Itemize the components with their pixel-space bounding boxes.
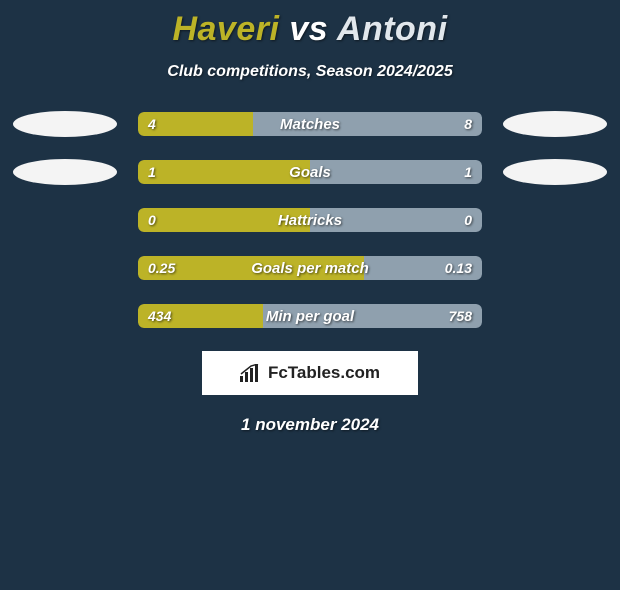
player2-badge-slot <box>500 111 610 137</box>
player2-badge <box>503 159 607 185</box>
player1-badge-slot <box>10 303 120 329</box>
stat-bar-right <box>253 112 482 136</box>
stat-row: 0.250.13Goals per match <box>0 255 620 281</box>
player1-badge <box>13 159 117 185</box>
vs-text: vs <box>289 10 328 48</box>
stat-bar-left <box>138 160 310 184</box>
player1-badge-slot <box>10 255 120 281</box>
player2-badge <box>503 111 607 137</box>
stats-container: 48Matches 11Goals 00Hattricks 0.250.13Goals… <box>0 111 620 329</box>
player1-badge-slot <box>10 207 120 233</box>
subtitle: Club competitions, Season 2024/2025 <box>0 63 620 81</box>
date-text: 1 november 2024 <box>0 415 620 435</box>
stat-bar: 0.250.13Goals per match <box>138 256 482 280</box>
stat-bar: 48Matches <box>138 112 482 136</box>
brand-chart-icon <box>240 364 262 382</box>
player2-badge-slot <box>500 303 610 329</box>
stat-bar-right <box>263 304 482 328</box>
brand-box: FcTables.com <box>202 351 418 395</box>
stat-bar: 00Hattricks <box>138 208 482 232</box>
stat-row: 434758Min per goal <box>0 303 620 329</box>
stat-bar-left <box>138 112 253 136</box>
player1-badge-slot <box>10 111 120 137</box>
stat-bar-left <box>138 304 263 328</box>
player1-badge-slot <box>10 159 120 185</box>
stat-bar-left <box>138 256 364 280</box>
stat-row: 00Hattricks <box>0 207 620 233</box>
stat-bar-left <box>138 208 310 232</box>
stat-bar: 11Goals <box>138 160 482 184</box>
stat-row: 11Goals <box>0 159 620 185</box>
stat-bar: 434758Min per goal <box>138 304 482 328</box>
brand-text: FcTables.com <box>268 363 380 383</box>
stat-bar-right <box>310 208 482 232</box>
stat-bar-right <box>364 256 482 280</box>
stat-row: 48Matches <box>0 111 620 137</box>
stat-bar-right <box>310 160 482 184</box>
player1-name: Haveri <box>172 10 279 48</box>
player2-badge-slot <box>500 207 610 233</box>
comparison-title: Haveri vs Antoni <box>0 10 620 49</box>
player1-badge <box>13 111 117 137</box>
player2-name: Antoni <box>337 10 448 48</box>
player2-badge-slot <box>500 255 610 281</box>
player2-badge-slot <box>500 159 610 185</box>
